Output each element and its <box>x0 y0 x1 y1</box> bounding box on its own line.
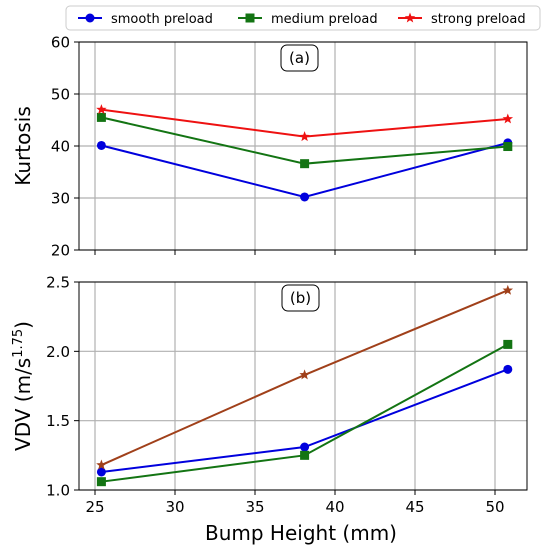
data-point-medium-preload <box>503 142 513 152</box>
panel-a-label: (a) <box>289 49 310 67</box>
x-tick-label: 50 <box>485 498 504 516</box>
x-tick-label: 40 <box>325 498 344 516</box>
series-line-medium-preload <box>101 343 509 483</box>
legend-marker-medium-preload <box>245 13 255 23</box>
y-tick-label: 2.5 <box>46 274 70 292</box>
x-tick-label: 30 <box>165 498 184 516</box>
y-tick-label: 40 <box>51 138 70 156</box>
data-point-strong-preload <box>502 113 514 124</box>
panel-b-frame <box>78 281 528 491</box>
data-point-smooth-preload <box>300 192 310 202</box>
panel-a-label-box: (a) <box>280 44 319 72</box>
panel-b-ylabel-exp: 1.75 <box>11 329 26 358</box>
panel-b-ylabel-close: ) <box>11 321 35 329</box>
y-tick-label: 30 <box>51 190 70 208</box>
panel-b-label-box: (b) <box>281 284 320 312</box>
data-point-smooth-preload <box>96 140 106 150</box>
data-point-medium-preload <box>96 477 106 487</box>
data-point-smooth-preload <box>96 467 106 477</box>
data-point-smooth-preload <box>300 442 310 452</box>
x-tick-label: 45 <box>405 498 424 516</box>
legend-marker-smooth-preload <box>85 13 95 23</box>
panel-a-ylabel: Kurtosis <box>11 106 35 186</box>
panel-b-xlabel: Bump Height (mm) <box>205 521 397 545</box>
x-tick-label: 35 <box>245 498 264 516</box>
data-point-strong-preload <box>96 104 107 115</box>
y-tick-label: 1.0 <box>46 482 70 500</box>
data-point-medium-preload <box>96 112 106 122</box>
panel-a: 20 30 40 50 60 (a) Kurtosis <box>11 34 528 260</box>
data-point-medium-preload <box>503 339 513 349</box>
data-point-strong-preload <box>502 284 514 295</box>
data-point-strong-preload <box>96 459 107 470</box>
panel-b-label: (b) <box>290 289 311 307</box>
data-point-medium-preload <box>300 159 310 169</box>
legend-frame <box>65 5 541 31</box>
y-tick-label: 20 <box>51 242 70 260</box>
data-point-medium-preload <box>300 450 310 460</box>
data-point-smooth-preload <box>503 364 513 374</box>
legend-label-strong-preload: strong preload <box>431 12 526 27</box>
y-tick-label: 60 <box>51 34 70 52</box>
legend-marker-strong-preload <box>404 12 416 23</box>
panel-b-ylabel: VDV (m/s1.75) <box>11 321 35 451</box>
y-tick-label: 1.5 <box>46 412 70 430</box>
data-point-strong-preload <box>299 131 310 142</box>
panel-b-ylabel-base: VDV (m/s <box>11 358 35 451</box>
data-point-strong-preload <box>299 369 310 380</box>
legend: smooth preload medium preload strong prelo… <box>65 5 541 31</box>
y-tick-label: 2.0 <box>46 343 70 361</box>
legend-label-medium-preload: medium preload <box>271 12 378 27</box>
x-tick-label: 25 <box>85 498 104 516</box>
panel-b: 1.0 1.5 2.0 2.5 25 30 35 40 45 50 (b) VDV (m/s1.… <box>11 274 528 545</box>
y-tick-label: 50 <box>51 86 70 104</box>
legend-label-smooth-preload: smooth preload <box>111 12 213 27</box>
